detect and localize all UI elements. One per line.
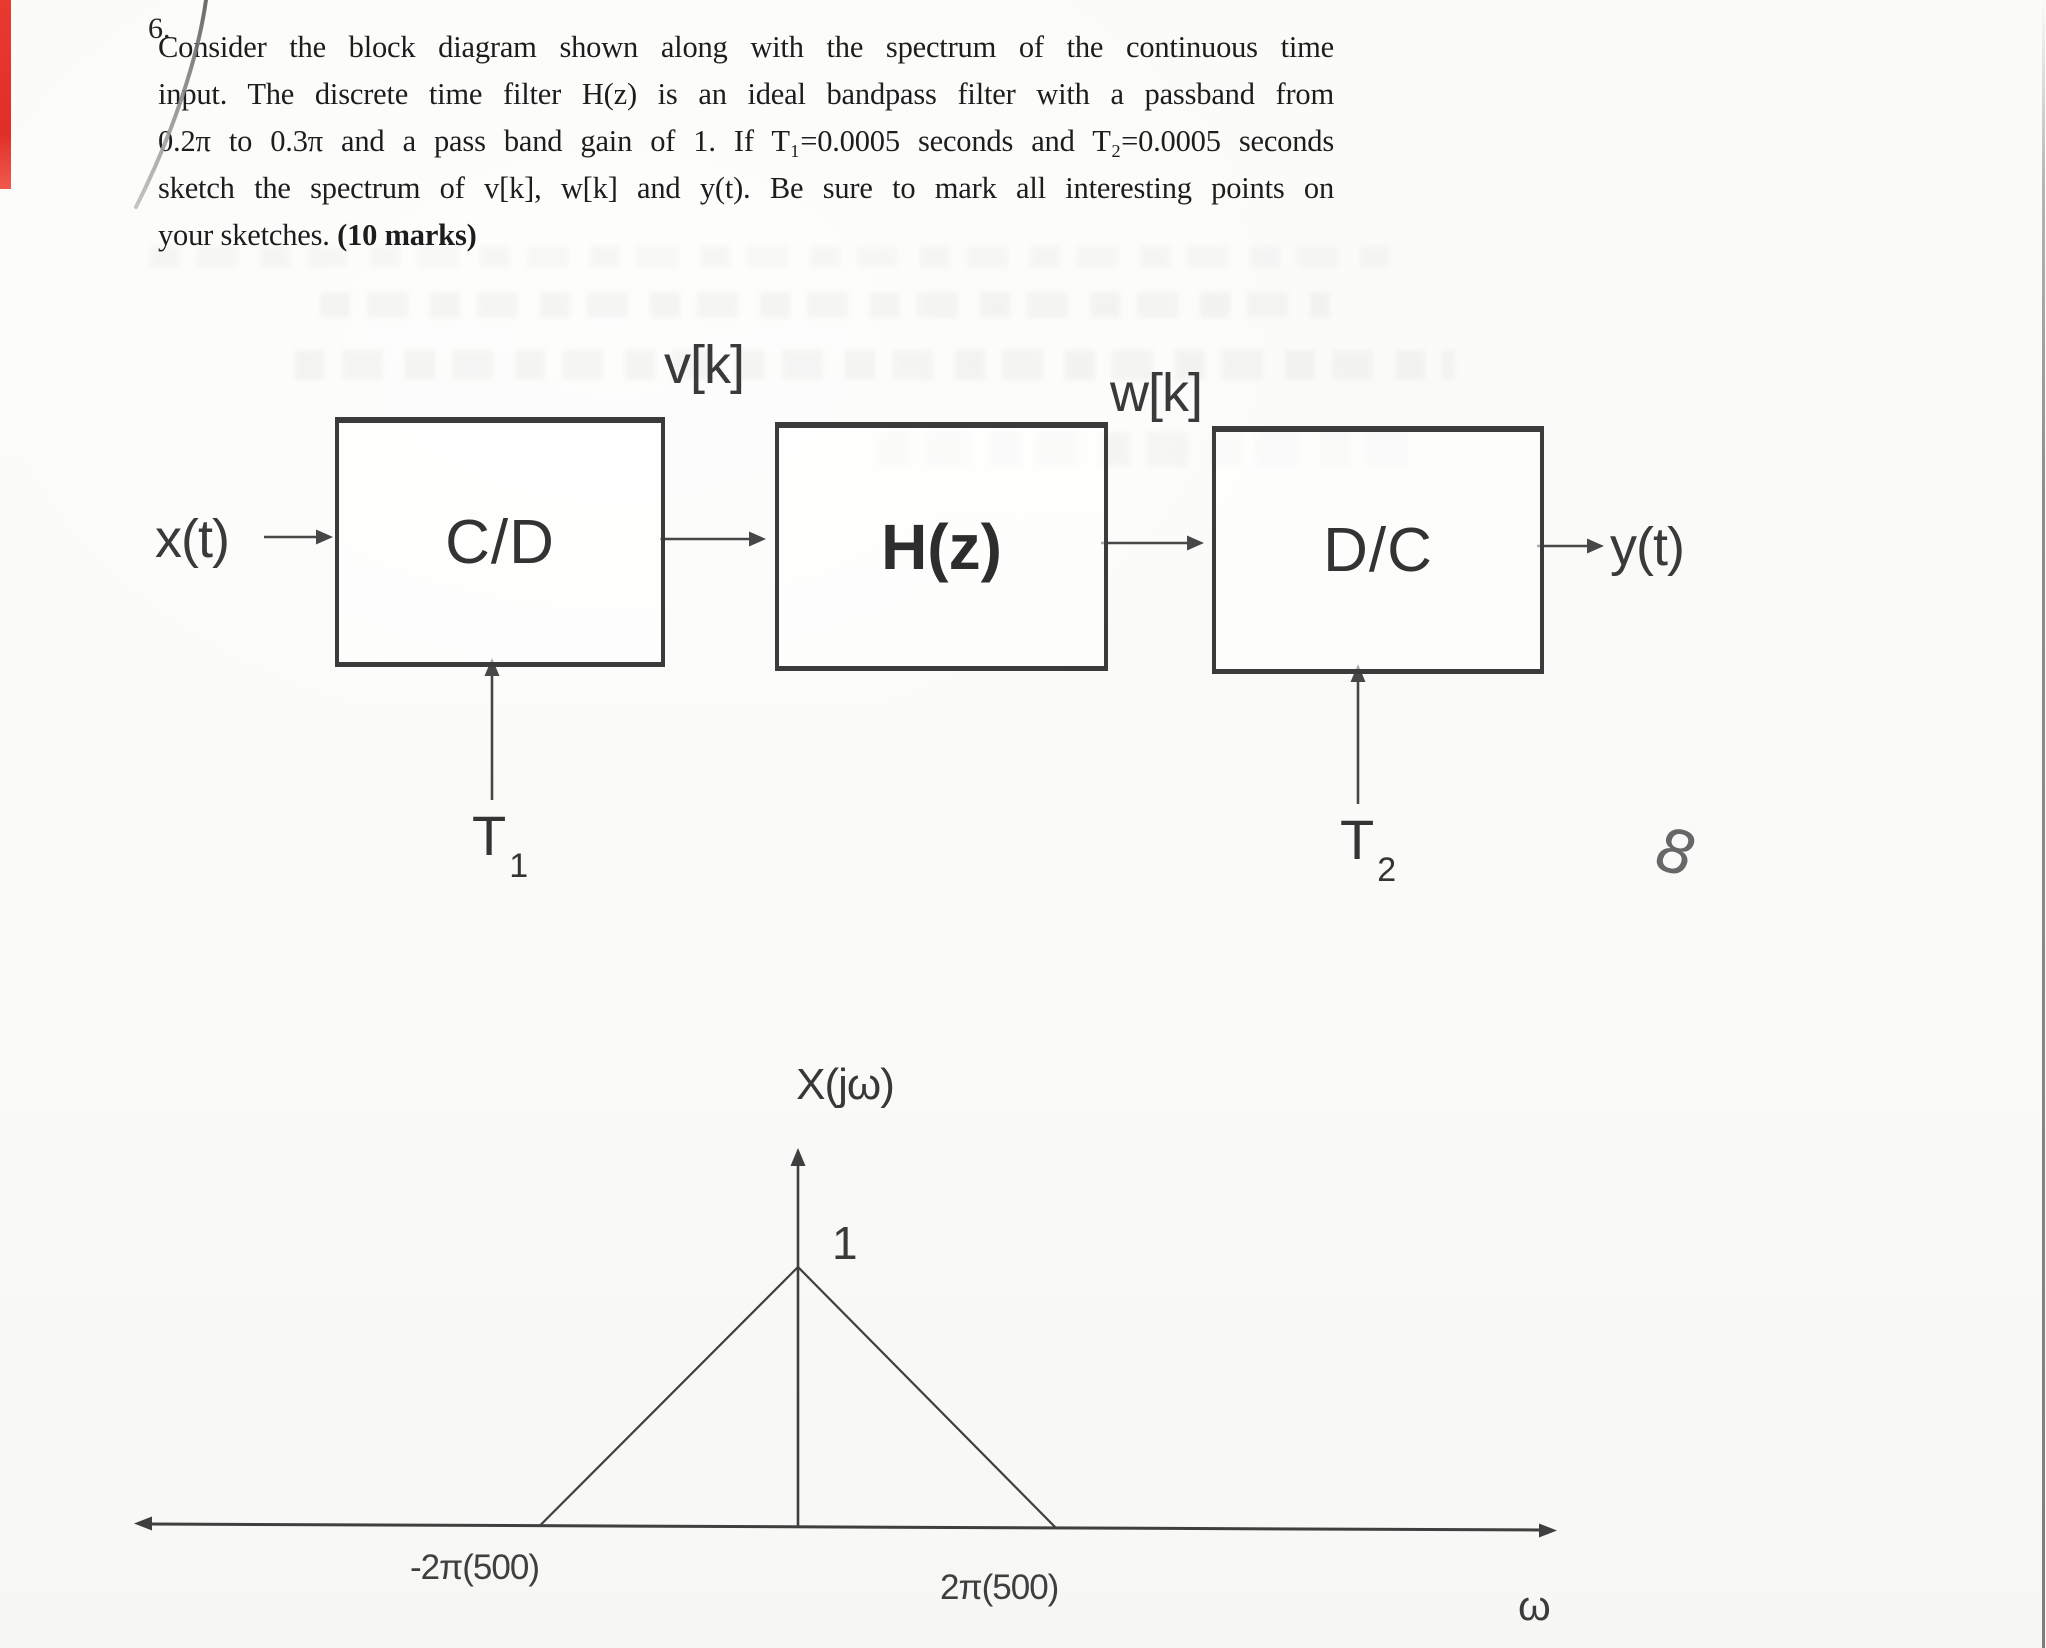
- handwritten-score-mark: 8: [1643, 814, 1707, 892]
- w-signal-label: w[k]: [1110, 363, 1203, 423]
- t1-subscript: 1: [509, 847, 529, 885]
- spectrum-triangle-left-edge: [539, 1266, 799, 1527]
- spectrum-right-tick-label: 2π(500): [940, 1568, 1059, 1607]
- scan-edge-shadow: [2042, 0, 2045, 1648]
- v-signal-label: v[k]: [664, 335, 745, 395]
- omega-axis-right-arrowhead: [1539, 1523, 1557, 1538]
- block-dc-label: D/C: [1323, 516, 1433, 585]
- bleed-through-smudge: [320, 292, 1330, 318]
- block-hz: H(z): [775, 422, 1108, 671]
- arrowhead-input-to-cd: [316, 529, 333, 545]
- arrowhead-hz-to-dc: [1187, 535, 1204, 551]
- omega-axis-left-arrowhead: [134, 1516, 152, 1531]
- t1-base: T: [472, 804, 507, 867]
- input-signal-label: x(t): [155, 509, 230, 569]
- question-text: Consider the block diagram shown along w…: [158, 24, 1334, 259]
- question-line-1: Consider the block diagram shown along w…: [158, 30, 1334, 64]
- sampling-period-t1-label: T1: [472, 808, 528, 884]
- spectrum-left-tick-label: -2π(500): [410, 1548, 540, 1587]
- arrowhead-dc-to-output: [1587, 538, 1604, 554]
- scan-red-margin-mark: [0, 0, 11, 189]
- arrowhead-cd-to-hz: [749, 531, 766, 547]
- omega-axis: [149, 1522, 1542, 1532]
- sampling-period-t2-label: T2: [1340, 812, 1396, 888]
- block-hz-label: H(z): [881, 511, 1002, 583]
- t2-subscript: 2: [1377, 851, 1397, 889]
- question-line-4: sketch the spectrum of v[k], w[k] and y(…: [158, 171, 1334, 205]
- question-line-2: input. The discrete time filter H(z) is …: [158, 77, 1334, 111]
- block-cd-label: C/D: [445, 508, 555, 577]
- bleed-through-smudge: [295, 350, 1455, 380]
- spectrum-triangle-right-edge: [797, 1266, 1057, 1529]
- block-dc: D/C: [1212, 426, 1544, 674]
- block-cd: C/D: [335, 417, 665, 667]
- question-line-5: your sketches. (10 marks): [158, 212, 1334, 259]
- question-line-5-text: your sketches.: [158, 218, 338, 252]
- output-signal-label: y(t): [1610, 517, 1685, 577]
- t2-base: T: [1340, 808, 1375, 871]
- question-line-3: 0.2π to 0.3π and a pass band gain of 1. …: [158, 124, 1334, 158]
- marks-label: (10 marks): [337, 218, 477, 252]
- omega-axis-label: ω: [1518, 1582, 1551, 1629]
- spectrum-title: X(jω): [796, 1060, 895, 1109]
- magnitude-axis-arrowhead: [790, 1148, 806, 1166]
- spectrum-peak-value: 1: [832, 1217, 858, 1269]
